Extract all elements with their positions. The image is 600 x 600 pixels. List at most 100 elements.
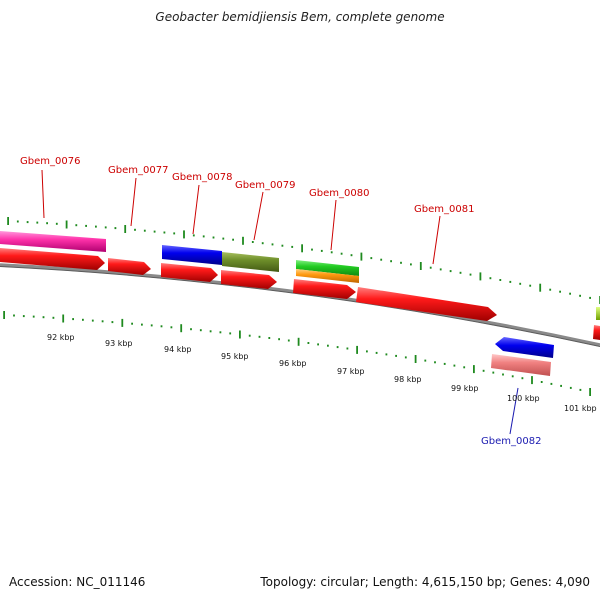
minor-tick xyxy=(170,326,173,329)
minor-tick xyxy=(469,273,472,276)
minor-tick xyxy=(192,234,195,237)
minor-tick xyxy=(350,254,353,257)
scale-label-98: 98 kbp xyxy=(394,375,422,384)
minor-tick xyxy=(281,244,284,247)
minor-tick xyxy=(385,353,388,356)
minor-tick xyxy=(439,268,442,271)
minor-tick xyxy=(291,245,294,248)
minor-tick xyxy=(22,315,25,318)
cds-arrow-0076[interactable] xyxy=(0,248,105,270)
gene-label-gbem-0081[interactable]: Gbem_0081 xyxy=(414,204,474,215)
gene-label-gbem-0078[interactable]: Gbem_0078 xyxy=(172,172,232,183)
cds-arrow-0077[interactable] xyxy=(108,258,151,275)
major-tick xyxy=(539,283,542,292)
minor-tick xyxy=(509,280,512,283)
minor-tick xyxy=(400,261,402,264)
major-tick xyxy=(65,220,68,229)
major-tick xyxy=(183,230,185,239)
minor-tick xyxy=(209,330,212,333)
minor-tick xyxy=(366,350,368,353)
minor-tick xyxy=(463,366,466,369)
minor-tick xyxy=(429,266,432,269)
gene-label-gbem-0080[interactable]: Gbem_0080 xyxy=(309,188,369,199)
minor-tick xyxy=(317,343,319,346)
minor-tick xyxy=(489,277,492,280)
scale-label-97: 97 kbp xyxy=(337,367,365,376)
minor-tick xyxy=(222,237,225,240)
scale-label-94: 94 kbp xyxy=(164,345,192,354)
minor-tick xyxy=(395,354,397,357)
minor-tick xyxy=(163,231,166,234)
minor-tick xyxy=(340,252,343,255)
major-tick xyxy=(297,337,300,346)
minor-tick xyxy=(404,356,407,359)
gene-label-gbem-0082[interactable]: Gbem_0082 xyxy=(481,436,541,447)
minor-tick xyxy=(330,251,333,254)
minor-tick xyxy=(499,279,502,281)
cds-arrow-0078[interactable] xyxy=(161,263,218,282)
gene-labels: Gbem_0076 Gbem_0077 Gbem_0078 Gbem_0079 … xyxy=(20,156,541,447)
minor-tick xyxy=(560,384,562,387)
cds-arrow-0082[interactable] xyxy=(491,354,551,376)
feature-gbem-0082[interactable] xyxy=(495,337,554,358)
feature-gbem-0078[interactable] xyxy=(162,245,222,265)
scale-label-99: 99 kbp xyxy=(451,384,479,393)
minor-tick xyxy=(91,319,94,322)
major-tick xyxy=(62,314,65,323)
cds-arrow-0081[interactable] xyxy=(356,287,497,321)
feature-gbem-0080-orange[interactable] xyxy=(296,269,359,283)
major-tick xyxy=(414,355,417,363)
minor-tick xyxy=(492,371,495,374)
minor-tick xyxy=(380,258,383,261)
minor-tick xyxy=(46,222,48,225)
major-tick xyxy=(3,311,5,319)
scale-label-93: 93 kbp xyxy=(105,339,133,348)
minor-tick xyxy=(268,337,271,339)
minor-tick xyxy=(82,318,84,321)
cds-arrow-0079[interactable] xyxy=(221,270,277,289)
minor-tick xyxy=(320,249,323,252)
major-tick xyxy=(473,365,475,374)
minor-tick xyxy=(540,381,543,383)
feature-gbem-0080-green[interactable] xyxy=(296,260,359,276)
minor-tick xyxy=(327,344,329,347)
minor-tick xyxy=(502,373,504,376)
minor-tick xyxy=(55,222,58,225)
minor-tick xyxy=(434,361,436,364)
minor-tick xyxy=(85,224,87,227)
feature-gbem-0076[interactable] xyxy=(0,231,106,252)
feature-gbem-0079[interactable] xyxy=(222,252,279,272)
cds-arrow-0080[interactable] xyxy=(293,279,356,299)
gene-label-gbem-0076[interactable]: Gbem_0076 xyxy=(20,156,80,167)
minor-tick xyxy=(95,225,97,228)
gene-label-gbem-0079[interactable]: Gbem_0079 xyxy=(235,180,295,191)
minor-tick xyxy=(521,377,524,380)
minor-tick xyxy=(261,242,264,245)
minor-tick xyxy=(443,362,446,365)
minor-tick xyxy=(75,224,78,227)
minor-tick xyxy=(278,338,280,341)
minor-tick xyxy=(550,382,553,385)
minor-tick xyxy=(32,315,35,318)
minor-tick xyxy=(511,375,514,378)
scale-labels: 92 kbp 93 kbp 94 kbp 95 kbp 96 kbp 97 kb… xyxy=(47,333,597,413)
minor-tick xyxy=(104,226,107,229)
gene-label-gbem-0077[interactable]: Gbem_0077 xyxy=(108,165,168,176)
minor-tick xyxy=(199,329,202,332)
minor-tick xyxy=(569,292,571,295)
minor-tick xyxy=(449,270,452,273)
minor-tick xyxy=(453,364,456,367)
minor-tick xyxy=(229,332,232,335)
minor-tick xyxy=(370,257,373,260)
major-tick xyxy=(356,345,358,354)
minor-tick xyxy=(569,386,572,389)
inner-tick-ring xyxy=(3,311,591,396)
minor-tick xyxy=(307,342,310,344)
minor-tick xyxy=(111,321,114,324)
minor-tick xyxy=(114,227,117,230)
major-tick xyxy=(242,236,244,245)
scale-label-95: 95 kbp xyxy=(221,352,249,361)
minor-tick xyxy=(36,221,39,224)
major-tick xyxy=(124,225,127,233)
